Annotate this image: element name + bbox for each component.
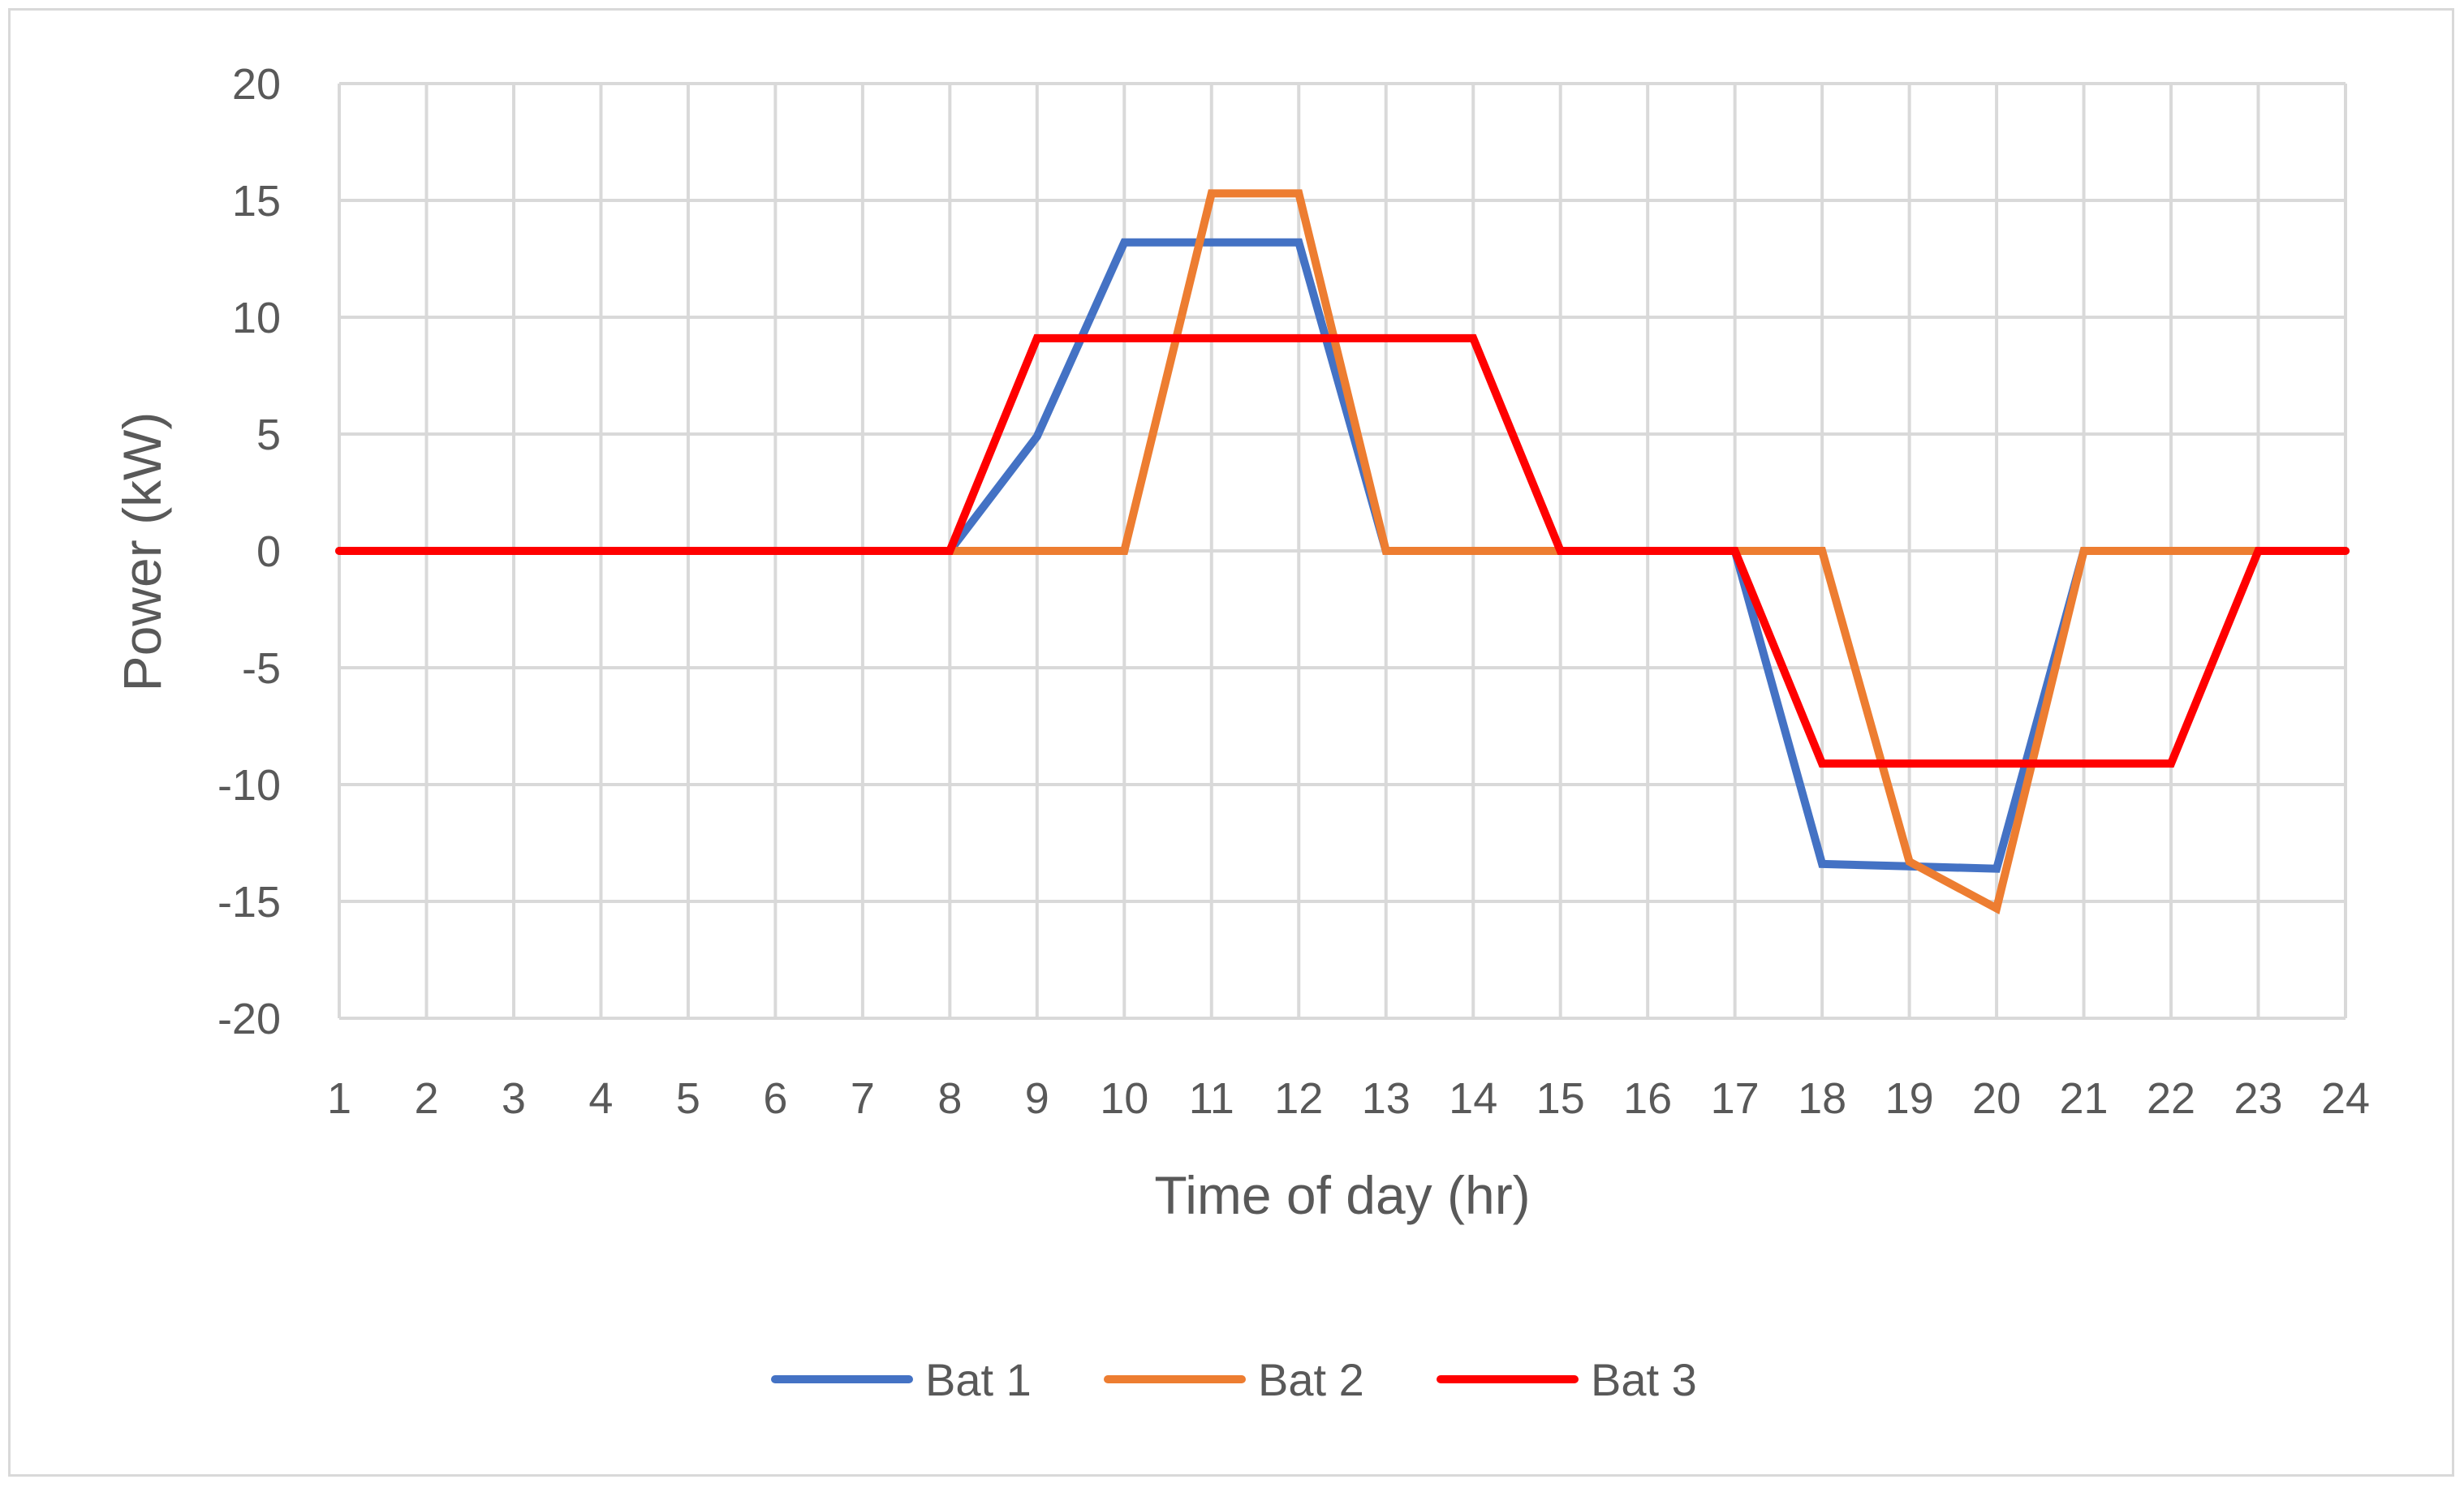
x-tick-label: 18 bbox=[1798, 1074, 1846, 1123]
legend-label-bat-2: Bat 2 bbox=[1258, 1354, 1364, 1405]
y-tick-label: -10 bbox=[218, 761, 281, 810]
legend-label-bat-1: Bat 1 bbox=[925, 1354, 1032, 1405]
x-tick-label: 23 bbox=[2234, 1074, 2282, 1123]
x-tick-label: 10 bbox=[1100, 1074, 1148, 1123]
x-tick-label: 7 bbox=[851, 1074, 875, 1123]
x-tick-label: 6 bbox=[763, 1074, 787, 1123]
x-tick-label: 11 bbox=[1189, 1074, 1234, 1123]
y-axis-ticks: 20 15 10 5 0 -5 -10 -15 -20 bbox=[218, 60, 281, 1043]
chart-frame bbox=[8, 8, 2454, 1477]
x-tick-label: 9 bbox=[1025, 1074, 1049, 1123]
y-tick-label: 10 bbox=[232, 294, 281, 342]
x-tick-label: 17 bbox=[1711, 1074, 1760, 1123]
x-tick-label: 14 bbox=[1449, 1074, 1497, 1123]
x-axis-ticks: 1 2 3 4 5 6 7 8 9 10 11 12 13 14 15 16 17 18 19 20 21 22 23 24 bbox=[327, 1074, 2370, 1123]
legend: Bat 1 Bat 2 Bat 3 bbox=[771, 1354, 1697, 1405]
x-axis-title: Time of day (hr) bbox=[1154, 1165, 1530, 1225]
x-tick-label: 21 bbox=[2060, 1074, 2109, 1123]
series-lines bbox=[335, 189, 2350, 915]
x-tick-label: 1 bbox=[327, 1074, 351, 1123]
y-axis-title: Power (kW) bbox=[112, 412, 172, 692]
y-tick-label: 15 bbox=[232, 177, 281, 226]
x-tick-label: 24 bbox=[2321, 1074, 2370, 1123]
x-tick-label: 12 bbox=[1274, 1074, 1323, 1123]
x-tick-label: 2 bbox=[414, 1074, 438, 1123]
y-tick-label: 20 bbox=[232, 60, 281, 109]
x-tick-label: 4 bbox=[588, 1074, 613, 1123]
series-line-bat-3 bbox=[335, 333, 2350, 768]
x-tick-label: 5 bbox=[676, 1074, 700, 1123]
legend-label-bat-3: Bat 3 bbox=[1591, 1354, 1697, 1405]
x-tick-label: 13 bbox=[1362, 1074, 1411, 1123]
y-tick-label: -5 bbox=[242, 644, 281, 693]
y-tick-label: 5 bbox=[256, 411, 281, 459]
y-tick-label: -20 bbox=[218, 995, 281, 1043]
y-tick-label: 0 bbox=[256, 527, 281, 576]
x-tick-label: 8 bbox=[937, 1074, 962, 1123]
x-tick-label: 15 bbox=[1536, 1074, 1585, 1123]
x-tick-label: 22 bbox=[2147, 1074, 2195, 1123]
x-tick-label: 19 bbox=[1885, 1074, 1934, 1123]
x-tick-label: 3 bbox=[502, 1074, 526, 1123]
y-tick-label: -15 bbox=[218, 878, 281, 927]
x-tick-label: 20 bbox=[1972, 1074, 2021, 1123]
x-tick-label: 16 bbox=[1623, 1074, 1672, 1123]
